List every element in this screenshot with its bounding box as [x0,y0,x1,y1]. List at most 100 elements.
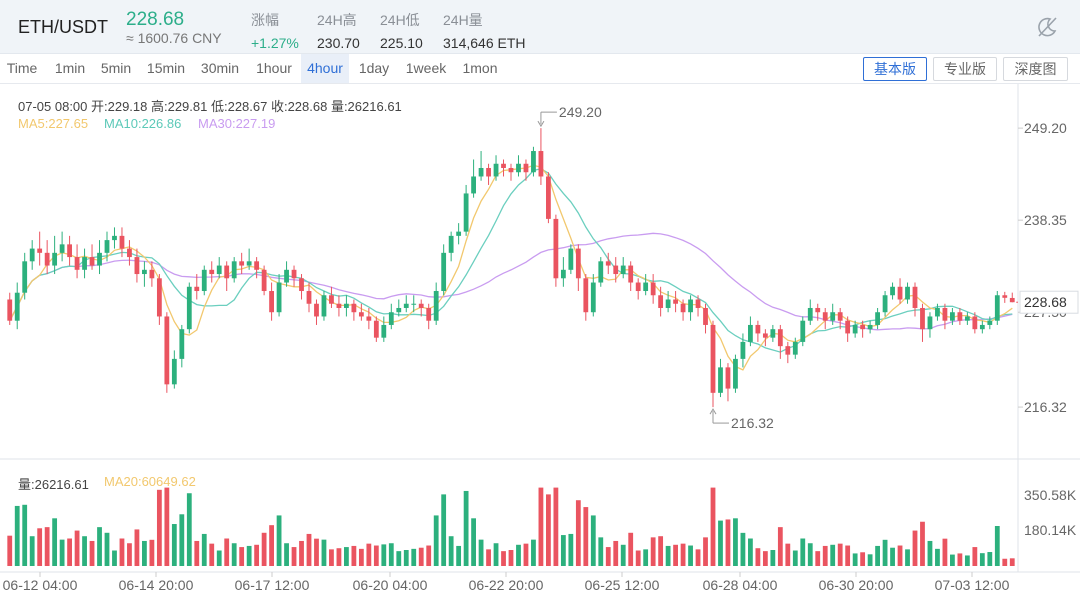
volume-bar [1009,558,1015,566]
candle-body [156,278,162,317]
candle-body [441,252,447,292]
volume-bar [950,554,955,566]
timeframe-15min[interactable]: 15min [146,60,186,76]
volume-bar [695,549,701,566]
candle-body [613,265,619,275]
volume-bar [44,527,50,566]
timeframe-1day[interactable]: 1day [358,60,390,76]
volume-bar [815,551,821,566]
timeframe-1hour[interactable]: 1hour [256,60,292,76]
volume-bar [149,539,155,566]
night-mode-icon[interactable] [1036,16,1058,38]
time-tick-label: 06-28 04:00 [703,577,778,593]
candle-body [82,257,87,270]
candle-body [463,193,469,232]
volume-bar [74,530,80,566]
volume-bar [890,547,895,566]
candle-body [897,286,903,300]
volume-bar [725,519,731,566]
volume-bar [134,529,140,566]
volume-bar [837,543,843,566]
candle-body [254,261,260,270]
volume-bar [628,532,634,566]
volume-bar [867,554,873,566]
candle-body [403,303,409,308]
candle-body [493,163,499,177]
volume-bar [104,532,110,566]
candle-body [972,316,978,330]
kline-chart[interactable]: 249.20238.35227.50216.32350.58K180.14K06… [0,84,1080,606]
timeframe-4hour[interactable]: 4hour [301,54,349,83]
volume-bar [463,490,469,566]
volume-bar [920,521,925,566]
candle-body [867,324,873,330]
volume-bar [314,538,319,566]
candle-body [97,252,102,266]
candle-body [209,269,215,275]
candle-body [560,269,566,279]
cny-price: ≈ 1600.76 CNY [126,30,222,46]
candle-body [418,303,424,308]
volume-bar [29,536,35,566]
volume-bar [329,549,334,566]
candle-body [531,151,536,173]
candle-body [680,303,686,313]
volume-tick-label: 180.14K [1024,522,1077,538]
volume-bar [269,525,274,566]
volume-bar [733,518,738,566]
candle-body [127,248,132,258]
candle-body [216,265,222,275]
moving-average-lines [9,164,1013,371]
volume-bar [201,533,207,566]
view-pro-button[interactable]: 专业版 [933,57,997,81]
volume-bar [358,548,364,566]
last-price-tag [1019,290,1079,314]
candle-body [119,235,125,249]
candle-body [605,261,611,266]
stat-volume: 24H量 314,646 ETH [443,10,526,51]
candle-body [725,367,731,389]
stat-high: 24H高 230.70 [317,10,360,51]
volume-bar [254,544,260,566]
stat-low: 24H低 225.10 [380,10,423,51]
timeframe-1min[interactable]: 1min [54,60,86,76]
candle-body [695,299,701,308]
timeframe-5min[interactable]: 5min [100,60,132,76]
volume-bar [912,530,918,566]
timeframe-1mon[interactable]: 1mon [462,60,498,76]
volume-bar [1002,558,1008,566]
candle-body [628,265,634,283]
volume-bar [905,549,910,566]
volume-bar [433,515,439,566]
volume-bar [52,518,58,566]
volume-bar [800,538,806,566]
volume-bar [508,550,514,566]
low-price-label: 216.32 [731,415,774,431]
ma5-line [9,164,1013,371]
volume-bar [381,544,387,566]
ma10-line [9,168,1013,353]
view-basic-button[interactable]: 基本版 [863,57,927,81]
timeframe-time[interactable]: Time [6,60,38,76]
volume-bar [426,545,432,566]
volume-bar [852,553,858,566]
candlesticks [7,128,1015,408]
candle-body [411,303,417,305]
candle-body [710,324,716,393]
timeframe-1week[interactable]: 1week [405,60,447,76]
stat-high-label: 24H高 [317,12,357,28]
candle-body [426,307,432,321]
candle-body [523,163,529,173]
candle-body [351,303,357,313]
timeframe-30min[interactable]: 30min [200,60,240,76]
stat-change: 涨幅 +1.27% [251,10,299,51]
candle-body [471,176,476,194]
stat-low-label: 24H低 [380,12,420,28]
candle-body [37,248,43,253]
volume-bar [239,547,245,566]
stat-high-value: 230.70 [317,35,360,51]
view-depth-button[interactable]: 深度图 [1003,57,1068,81]
time-tick-label: 06-14 20:00 [119,577,194,593]
volume-bar [807,543,813,566]
volume-bar [553,487,559,566]
